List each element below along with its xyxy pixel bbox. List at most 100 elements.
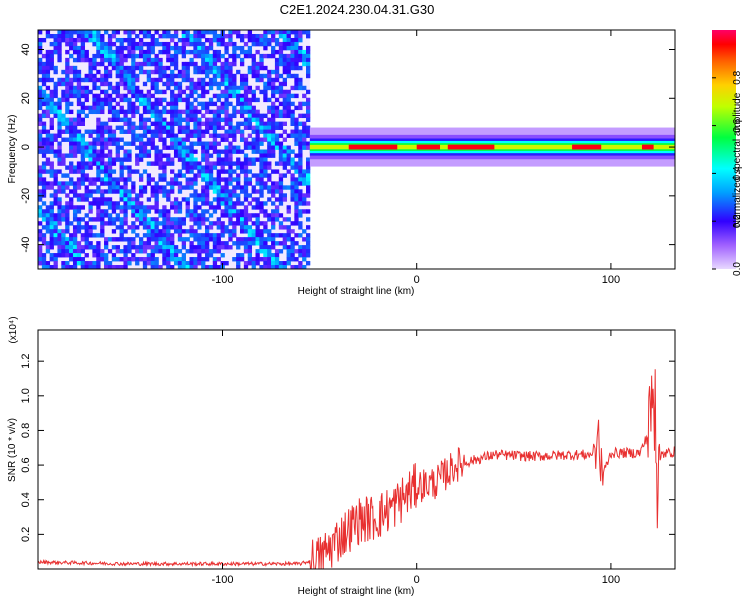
noise-cell bbox=[115, 225, 120, 230]
noise-cell bbox=[243, 81, 249, 87]
noise-cell bbox=[123, 253, 128, 258]
noise-cell bbox=[263, 213, 268, 218]
noise-cell bbox=[80, 141, 86, 146]
noise-cell bbox=[236, 201, 241, 206]
noise-cell bbox=[111, 245, 117, 250]
noise-cell bbox=[197, 125, 202, 130]
noise-cell bbox=[69, 181, 74, 186]
noise-cell bbox=[255, 213, 260, 218]
noise-cell bbox=[181, 217, 186, 222]
noise-cell bbox=[123, 57, 128, 63]
noise-cell bbox=[193, 69, 198, 75]
noise-cell bbox=[104, 121, 109, 126]
noise-cell bbox=[271, 257, 276, 262]
noise-cell bbox=[38, 30, 43, 35]
noise-cell bbox=[173, 225, 179, 230]
noise-cell bbox=[123, 85, 128, 91]
noise-cell bbox=[251, 241, 256, 246]
noise-cell bbox=[107, 265, 113, 270]
noise-cell bbox=[189, 41, 194, 47]
noise-cell bbox=[138, 37, 144, 43]
noise-cell bbox=[181, 129, 186, 134]
noise-cell bbox=[294, 165, 299, 170]
noise-cell bbox=[278, 185, 284, 190]
noise-cell bbox=[205, 61, 210, 67]
noise-cell bbox=[142, 209, 148, 214]
noise-cell bbox=[259, 249, 264, 254]
noise-cell bbox=[236, 30, 241, 35]
noise-cell bbox=[69, 221, 74, 226]
noise-cell bbox=[298, 101, 303, 107]
noise-cell bbox=[104, 69, 109, 75]
noise-cell bbox=[154, 245, 159, 250]
noise-cell bbox=[92, 189, 97, 194]
noise-cell bbox=[205, 73, 210, 79]
noise-cell bbox=[201, 237, 206, 242]
noise-cell bbox=[162, 97, 167, 103]
noise-cell bbox=[298, 85, 303, 91]
noise-cell bbox=[263, 249, 268, 254]
noise-cell bbox=[61, 245, 66, 250]
noise-cell bbox=[197, 169, 202, 174]
noise-cell bbox=[306, 237, 311, 242]
spectrogram-x-axis-label: Height of straight line (km) bbox=[298, 286, 415, 297]
noise-cell bbox=[224, 77, 229, 83]
noise-cell bbox=[286, 225, 291, 230]
noise-cell bbox=[193, 121, 198, 126]
noise-cell bbox=[49, 237, 54, 242]
noise-cell bbox=[170, 73, 175, 79]
noise-cell bbox=[107, 185, 113, 190]
noise-cell bbox=[255, 121, 260, 126]
noise-cell bbox=[100, 209, 105, 214]
noise-cell bbox=[92, 129, 97, 134]
noise-cell bbox=[69, 30, 74, 35]
noise-cell bbox=[76, 145, 82, 150]
noise-cell bbox=[232, 30, 237, 35]
noise-cell bbox=[243, 53, 249, 59]
noise-cell bbox=[282, 241, 287, 246]
noise-cell bbox=[173, 229, 179, 234]
noise-cell bbox=[294, 45, 299, 51]
noise-cell bbox=[154, 101, 159, 107]
noise-cell bbox=[162, 257, 167, 262]
noise-cell bbox=[197, 141, 202, 146]
noise-cell bbox=[104, 189, 109, 194]
noise-cell bbox=[57, 145, 62, 150]
noise-cell bbox=[282, 149, 287, 154]
noise-cell bbox=[45, 261, 51, 266]
noise-cell bbox=[232, 133, 237, 138]
noise-cell bbox=[49, 245, 54, 250]
noise-cell bbox=[278, 93, 284, 99]
noise-cell bbox=[259, 229, 264, 234]
noise-cell bbox=[208, 121, 214, 126]
noise-cell bbox=[170, 189, 175, 194]
noise-cell bbox=[45, 185, 51, 190]
noise-cell bbox=[201, 153, 206, 158]
noise-cell bbox=[170, 113, 175, 119]
noise-cell bbox=[224, 137, 229, 142]
noise-cell bbox=[302, 257, 307, 262]
noise-cell bbox=[274, 265, 280, 270]
noise-cell bbox=[247, 125, 253, 130]
noise-cell bbox=[251, 33, 256, 39]
noise-cell bbox=[41, 189, 47, 194]
noise-cell bbox=[201, 93, 206, 99]
noise-cell bbox=[189, 169, 194, 174]
noise-cell bbox=[290, 257, 295, 262]
noise-cell bbox=[162, 165, 167, 170]
noise-cell bbox=[49, 65, 54, 71]
noise-cell bbox=[177, 73, 183, 79]
noise-cell bbox=[162, 137, 167, 142]
noise-cell bbox=[146, 53, 152, 59]
noise-cell bbox=[45, 57, 51, 63]
noise-cell bbox=[173, 30, 179, 35]
noise-cell bbox=[298, 225, 303, 230]
noise-cell bbox=[216, 237, 221, 242]
noise-cell bbox=[197, 205, 202, 210]
noise-cell bbox=[232, 113, 237, 119]
noise-cell bbox=[119, 61, 124, 67]
noise-cell bbox=[162, 117, 167, 123]
noise-cell bbox=[115, 181, 120, 186]
noise-cell bbox=[53, 93, 58, 99]
noise-cell bbox=[162, 81, 167, 87]
